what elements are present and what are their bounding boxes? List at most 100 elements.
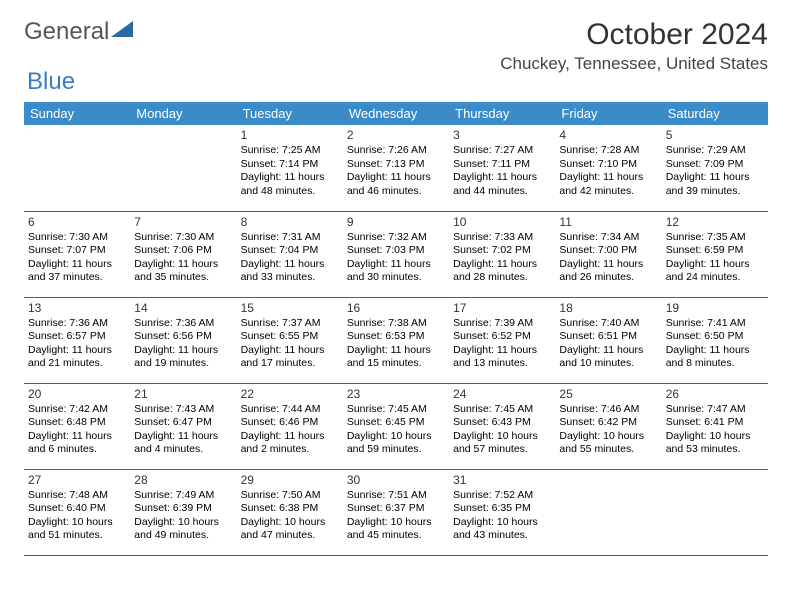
day-info: Sunrise: 7:26 AMSunset: 7:13 PMDaylight:… (347, 144, 445, 198)
day-header: Saturday (662, 102, 768, 125)
logo-word1: General (24, 18, 109, 46)
title-block: October 2024 Chuckey, Tennessee, United … (500, 18, 768, 82)
sunset-text: Sunset: 6:59 PM (666, 244, 764, 257)
calendar-cell: 22Sunrise: 7:44 AMSunset: 6:46 PMDayligh… (237, 383, 343, 469)
daylight-text: Daylight: 10 hours and 59 minutes. (347, 430, 445, 457)
daylight-text: Daylight: 11 hours and 35 minutes. (134, 258, 232, 285)
sunrise-text: Sunrise: 7:26 AM (347, 144, 445, 157)
daylight-text: Daylight: 11 hours and 19 minutes. (134, 344, 232, 371)
sunset-text: Sunset: 6:46 PM (241, 416, 339, 429)
calendar-row: 27Sunrise: 7:48 AMSunset: 6:40 PMDayligh… (24, 469, 768, 555)
day-number: 13 (28, 301, 126, 316)
daylight-text: Daylight: 11 hours and 4 minutes. (134, 430, 232, 457)
sunset-text: Sunset: 7:13 PM (347, 158, 445, 171)
day-info: Sunrise: 7:27 AMSunset: 7:11 PMDaylight:… (453, 144, 551, 198)
sunset-text: Sunset: 6:57 PM (28, 330, 126, 343)
daylight-text: Daylight: 11 hours and 17 minutes. (241, 344, 339, 371)
daylight-text: Daylight: 11 hours and 2 minutes. (241, 430, 339, 457)
calendar-cell-empty (555, 469, 661, 555)
calendar-cell: 26Sunrise: 7:47 AMSunset: 6:41 PMDayligh… (662, 383, 768, 469)
daylight-text: Daylight: 11 hours and 37 minutes. (28, 258, 126, 285)
daylight-text: Daylight: 10 hours and 45 minutes. (347, 516, 445, 543)
day-info: Sunrise: 7:43 AMSunset: 6:47 PMDaylight:… (134, 403, 232, 457)
day-number: 18 (559, 301, 657, 316)
sunset-text: Sunset: 7:02 PM (453, 244, 551, 257)
sunset-text: Sunset: 7:09 PM (666, 158, 764, 171)
calendar-row: 1Sunrise: 7:25 AMSunset: 7:14 PMDaylight… (24, 125, 768, 211)
month-title: October 2024 (500, 18, 768, 52)
calendar-body: 1Sunrise: 7:25 AMSunset: 7:14 PMDaylight… (24, 125, 768, 555)
day-info: Sunrise: 7:30 AMSunset: 7:07 PMDaylight:… (28, 231, 126, 285)
daylight-text: Daylight: 10 hours and 43 minutes. (453, 516, 551, 543)
daylight-text: Daylight: 11 hours and 39 minutes. (666, 171, 764, 198)
sunset-text: Sunset: 7:03 PM (347, 244, 445, 257)
sunrise-text: Sunrise: 7:40 AM (559, 317, 657, 330)
day-header: Monday (130, 102, 236, 125)
day-number: 15 (241, 301, 339, 316)
day-info: Sunrise: 7:45 AMSunset: 6:43 PMDaylight:… (453, 403, 551, 457)
calendar-cell-empty (130, 125, 236, 211)
day-info: Sunrise: 7:33 AMSunset: 7:02 PMDaylight:… (453, 231, 551, 285)
sunrise-text: Sunrise: 7:41 AM (666, 317, 764, 330)
sunrise-text: Sunrise: 7:42 AM (28, 403, 126, 416)
day-number: 26 (666, 387, 764, 402)
sunrise-text: Sunrise: 7:28 AM (559, 144, 657, 157)
day-number: 9 (347, 215, 445, 230)
sunrise-text: Sunrise: 7:31 AM (241, 231, 339, 244)
sunset-text: Sunset: 6:43 PM (453, 416, 551, 429)
calendar-cell: 4Sunrise: 7:28 AMSunset: 7:10 PMDaylight… (555, 125, 661, 211)
daylight-text: Daylight: 11 hours and 13 minutes. (453, 344, 551, 371)
daylight-text: Daylight: 11 hours and 15 minutes. (347, 344, 445, 371)
sunrise-text: Sunrise: 7:49 AM (134, 489, 232, 502)
calendar-cell: 5Sunrise: 7:29 AMSunset: 7:09 PMDaylight… (662, 125, 768, 211)
calendar-cell: 14Sunrise: 7:36 AMSunset: 6:56 PMDayligh… (130, 297, 236, 383)
sunrise-text: Sunrise: 7:34 AM (559, 231, 657, 244)
day-number: 25 (559, 387, 657, 402)
calendar-cell: 29Sunrise: 7:50 AMSunset: 6:38 PMDayligh… (237, 469, 343, 555)
calendar-cell: 10Sunrise: 7:33 AMSunset: 7:02 PMDayligh… (449, 211, 555, 297)
sunrise-text: Sunrise: 7:50 AM (241, 489, 339, 502)
day-number: 2 (347, 128, 445, 143)
day-number: 29 (241, 473, 339, 488)
calendar-cell: 19Sunrise: 7:41 AMSunset: 6:50 PMDayligh… (662, 297, 768, 383)
calendar-cell: 1Sunrise: 7:25 AMSunset: 7:14 PMDaylight… (237, 125, 343, 211)
sunset-text: Sunset: 6:50 PM (666, 330, 764, 343)
daylight-text: Daylight: 10 hours and 55 minutes. (559, 430, 657, 457)
sunrise-text: Sunrise: 7:35 AM (666, 231, 764, 244)
day-info: Sunrise: 7:45 AMSunset: 6:45 PMDaylight:… (347, 403, 445, 457)
day-header: Thursday (449, 102, 555, 125)
calendar-cell: 13Sunrise: 7:36 AMSunset: 6:57 PMDayligh… (24, 297, 130, 383)
sunset-text: Sunset: 7:07 PM (28, 244, 126, 257)
sunrise-text: Sunrise: 7:43 AM (134, 403, 232, 416)
sunrise-text: Sunrise: 7:38 AM (347, 317, 445, 330)
day-number: 22 (241, 387, 339, 402)
sunset-text: Sunset: 7:14 PM (241, 158, 339, 171)
daylight-text: Daylight: 11 hours and 28 minutes. (453, 258, 551, 285)
day-number: 21 (134, 387, 232, 402)
sunset-text: Sunset: 7:00 PM (559, 244, 657, 257)
daylight-text: Daylight: 11 hours and 33 minutes. (241, 258, 339, 285)
sunrise-text: Sunrise: 7:32 AM (347, 231, 445, 244)
day-number: 30 (347, 473, 445, 488)
logo: General (24, 18, 133, 46)
sunrise-text: Sunrise: 7:30 AM (134, 231, 232, 244)
sunrise-text: Sunrise: 7:37 AM (241, 317, 339, 330)
calendar-cell: 23Sunrise: 7:45 AMSunset: 6:45 PMDayligh… (343, 383, 449, 469)
sunrise-text: Sunrise: 7:48 AM (28, 489, 126, 502)
day-header: Wednesday (343, 102, 449, 125)
sunset-text: Sunset: 6:53 PM (347, 330, 445, 343)
day-header: Sunday (24, 102, 130, 125)
day-number: 1 (241, 128, 339, 143)
sunset-text: Sunset: 6:37 PM (347, 502, 445, 515)
sunrise-text: Sunrise: 7:44 AM (241, 403, 339, 416)
calendar-cell: 17Sunrise: 7:39 AMSunset: 6:52 PMDayligh… (449, 297, 555, 383)
day-info: Sunrise: 7:25 AMSunset: 7:14 PMDaylight:… (241, 144, 339, 198)
calendar-cell: 2Sunrise: 7:26 AMSunset: 7:13 PMDaylight… (343, 125, 449, 211)
sunrise-text: Sunrise: 7:47 AM (666, 403, 764, 416)
calendar-cell: 30Sunrise: 7:51 AMSunset: 6:37 PMDayligh… (343, 469, 449, 555)
calendar-cell: 7Sunrise: 7:30 AMSunset: 7:06 PMDaylight… (130, 211, 236, 297)
daylight-text: Daylight: 11 hours and 30 minutes. (347, 258, 445, 285)
calendar-cell: 31Sunrise: 7:52 AMSunset: 6:35 PMDayligh… (449, 469, 555, 555)
daylight-text: Daylight: 10 hours and 53 minutes. (666, 430, 764, 457)
sunset-text: Sunset: 7:06 PM (134, 244, 232, 257)
